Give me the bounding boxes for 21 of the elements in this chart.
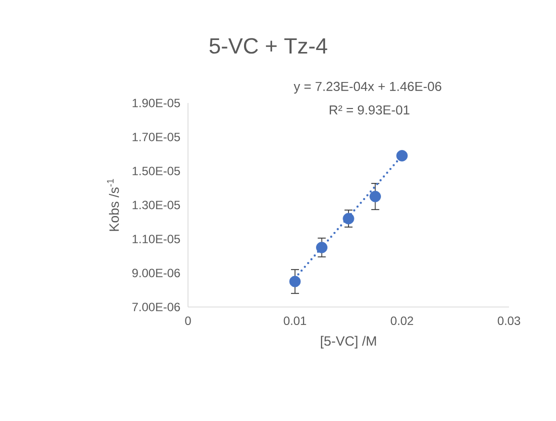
point (370, 190, 381, 202)
point (396, 150, 408, 162)
x-axis-title: [5-VC] /M (320, 336, 376, 348)
y-tick-label: 9.00E-06 (132, 268, 180, 278)
y-tick-label: 1.90E-05 (132, 98, 180, 108)
y-tick-label: 7.00E-06 (132, 302, 180, 312)
y-tick-label: 1.30E-05 (132, 200, 180, 210)
point (289, 276, 301, 288)
x-tick-label: 0.01 (284, 316, 306, 326)
text: y = 7.23E-04x + 1.46E-06 (294, 82, 442, 94)
point (316, 242, 328, 254)
y-tick-label: 1.70E-05 (132, 132, 180, 142)
y-axis-title: Kobs /s$^{-1}$ (107, 178, 119, 231)
y-tick-label: 1.50E-05 (132, 166, 180, 176)
x-tick-label: 0.02 (390, 316, 414, 326)
x-tick-label: 0.03 (498, 316, 520, 326)
x-tick-label: 0 (185, 316, 191, 326)
chart-title: 5-VC + Tz-4 (210, 38, 328, 54)
point (342, 212, 354, 224)
y-tick-label: 1.10E-05 (132, 234, 180, 244)
annotation: R² = 9.93E-01 (330, 105, 410, 115)
